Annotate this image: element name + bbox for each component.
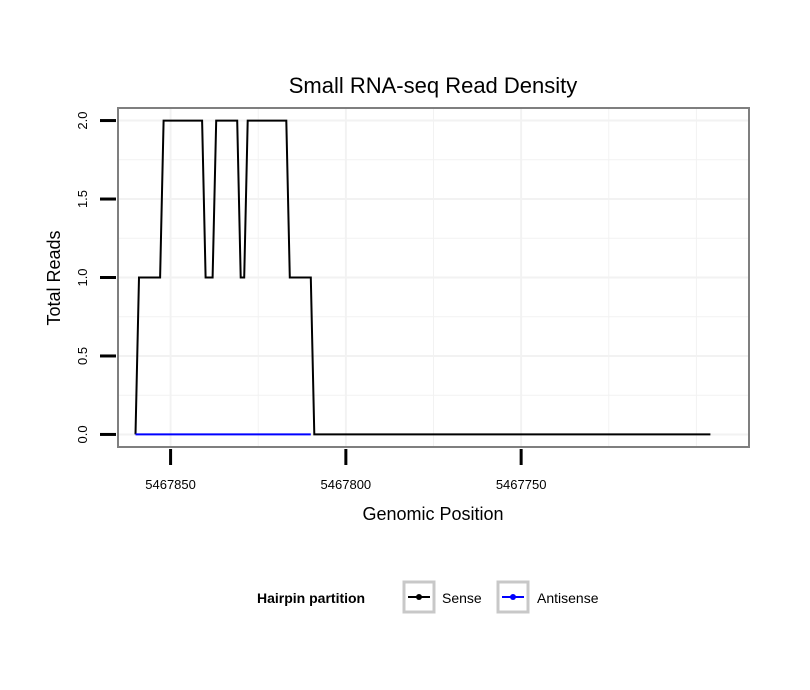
y-tick-label: 1.5	[75, 190, 90, 208]
x-axis: 5467850 5467800 5467750	[145, 449, 546, 492]
series-layer	[134, 119, 711, 436]
x-tick-label: 5467750	[496, 477, 547, 492]
legend-key-antisense-dot	[510, 594, 516, 600]
series-line-sense	[134, 119, 711, 436]
plot-panel	[117, 107, 750, 448]
legend-label-sense: Sense	[442, 590, 482, 606]
y-tick-label: 2.0	[75, 112, 90, 130]
y-axis-title: Total Reads	[44, 230, 64, 325]
chart-title: Small RNA-seq Read Density	[289, 73, 578, 98]
y-tick-label: 0.5	[75, 347, 90, 365]
x-axis-title: Genomic Position	[362, 504, 503, 524]
x-tick-label: 5467850	[145, 477, 196, 492]
legend-key-sense-dot	[416, 594, 422, 600]
plot-border	[117, 107, 750, 448]
x-tick-label: 5467800	[321, 477, 372, 492]
y-axis: 0.0 0.5 1.0 1.5 2.0	[75, 112, 116, 443]
legend-title: Hairpin partition	[257, 590, 365, 606]
legend-label-antisense: Antisense	[537, 590, 599, 606]
legend: Hairpin partition Sense Antisense	[257, 580, 599, 614]
y-tick-label: 1.0	[75, 268, 90, 286]
y-tick-label: 0.0	[75, 425, 90, 443]
